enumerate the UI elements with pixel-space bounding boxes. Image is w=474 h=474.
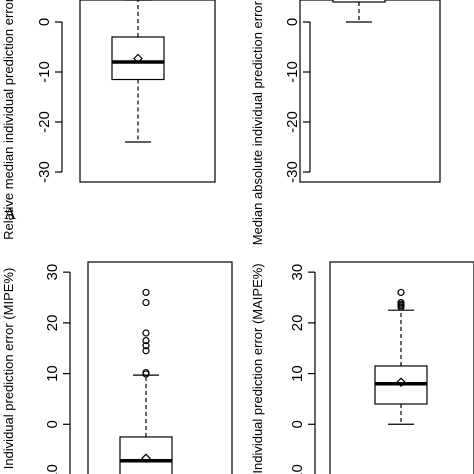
- y-tick-label: 10: [44, 365, 61, 382]
- outlier: [142, 329, 150, 337]
- y-tick-label: 10: [289, 365, 306, 382]
- outlier: [397, 303, 405, 311]
- y-tick-label: 20: [44, 315, 61, 332]
- y-tick-label: -10: [44, 464, 61, 474]
- y-tick-label: 0: [44, 420, 61, 428]
- y-axis-title: Individual prediction error (MIPE%): [1, 268, 16, 470]
- box: [332, 0, 386, 3]
- y-tick-label: 0: [289, 420, 306, 428]
- outlier: [142, 288, 150, 297]
- y-tick-label: -10: [284, 61, 301, 83]
- mean-marker: [133, 53, 143, 64]
- plot-frame: [329, 261, 474, 474]
- plot-frame: [87, 261, 233, 474]
- mean-marker: [396, 377, 406, 388]
- y-tick-label: 0: [284, 18, 301, 26]
- y-axis-title: Relative median individual prediction er…: [1, 0, 16, 240]
- box: [111, 36, 165, 81]
- panel-label: A: [4, 204, 17, 223]
- outlier: [142, 337, 150, 345]
- y-tick-label: -30: [284, 161, 301, 183]
- outlier: [397, 288, 405, 297]
- y-tick-label: -30: [36, 161, 53, 183]
- y-tick-label: 30: [289, 264, 306, 281]
- y-tick-label: 30: [44, 264, 61, 281]
- plot-frame: [299, 0, 441, 183]
- outlier: [142, 370, 150, 378]
- plot-frame: [79, 0, 216, 183]
- outlier: [142, 342, 150, 350]
- y-axis-title: Median absolute individual prediction er…: [250, 0, 265, 245]
- y-tick-label: -20: [284, 111, 301, 133]
- y-tick-label: 20: [289, 315, 306, 332]
- outlier: [142, 347, 150, 355]
- y-tick-label: 0: [36, 18, 53, 26]
- outlier: [142, 298, 150, 307]
- y-axis-title: Individual prediction error (MAIPE%): [250, 263, 265, 473]
- box: [119, 436, 173, 474]
- y-tick-label: -10: [289, 464, 306, 474]
- y-tick-label: -10: [36, 61, 53, 83]
- y-tick-label: -20: [36, 111, 53, 133]
- mean-marker: [141, 453, 151, 464]
